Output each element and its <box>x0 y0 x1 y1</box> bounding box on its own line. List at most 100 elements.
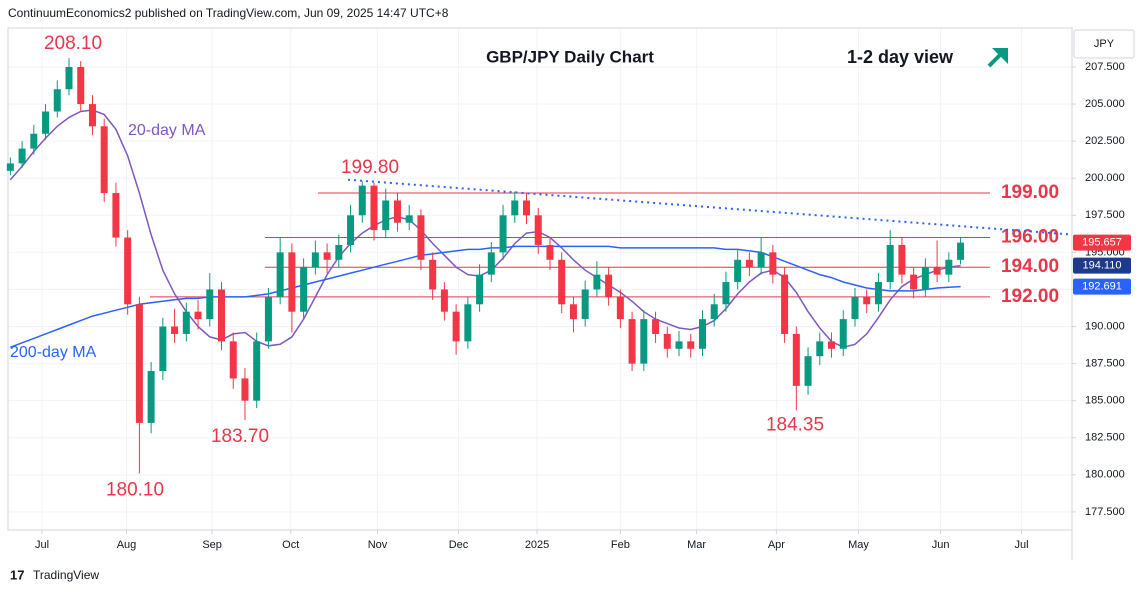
candle-body <box>828 341 836 349</box>
x-tick-label: Sep <box>202 539 222 551</box>
candle-body <box>605 274 613 297</box>
header: ContinuumEconomics2 published on Trading… <box>8 6 449 20</box>
candle-body <box>722 282 730 305</box>
candle-body <box>933 267 941 275</box>
candle-body <box>393 200 401 223</box>
candle-body <box>311 252 319 268</box>
x-tick-label: Jun <box>932 539 950 551</box>
candle-body <box>124 237 132 305</box>
x-tick-label: Feb <box>611 539 630 551</box>
trendline <box>347 178 1073 236</box>
candle-body <box>135 304 143 423</box>
candle-body <box>863 296 871 305</box>
candle-body <box>581 289 589 320</box>
x-tick-label: Jul <box>1015 539 1029 551</box>
candle-body <box>745 259 753 268</box>
level-label: 199.00 <box>1001 182 1059 203</box>
candle-body <box>112 193 120 238</box>
y-tick-label: 202.500 <box>1085 135 1125 147</box>
candle-body <box>276 252 284 297</box>
candle-body <box>663 333 671 349</box>
candle-body <box>42 111 50 134</box>
price-annotation: 208.10 <box>44 33 102 54</box>
currency-box <box>1073 29 1135 59</box>
footer: TradingView <box>33 568 99 582</box>
y-tick-label: 205.000 <box>1085 98 1125 110</box>
up-arrow-icon <box>987 48 1008 68</box>
candle-body <box>511 200 519 216</box>
candle-body <box>300 267 308 312</box>
candle-body <box>440 289 448 312</box>
candle-body <box>405 215 413 223</box>
series-label: 200-day MA <box>10 344 97 361</box>
candle-body <box>628 319 636 364</box>
y-tick-label: 182.500 <box>1085 432 1125 444</box>
candle-body <box>874 282 882 305</box>
price-badge-label: 192.691 <box>1082 281 1122 293</box>
price-badge <box>1073 278 1131 295</box>
plot-area: 199.00 196.00 194.00 192.00 20-day MA 200-day… <box>6 33 1073 500</box>
candle-body <box>886 244 894 283</box>
candle-body <box>851 296 859 320</box>
candle-body <box>347 215 355 245</box>
view-label: 1-2 day view <box>847 47 954 67</box>
candle-body <box>264 296 272 342</box>
candle-body <box>640 319 648 364</box>
price-badge <box>1073 234 1131 251</box>
candle-body <box>652 319 660 334</box>
candle-body <box>839 319 847 349</box>
moving-average-line <box>9 109 961 349</box>
price-annotation: 183.70 <box>211 426 269 447</box>
arrow-head <box>992 48 1008 64</box>
y-tick-label: 177.500 <box>1085 506 1125 518</box>
candle-body <box>335 244 343 260</box>
level-label: 192.00 <box>1001 286 1059 307</box>
candle-body <box>30 133 38 149</box>
candle-body <box>182 311 190 334</box>
series-label: 20-day MA <box>128 122 206 139</box>
x-tick-label: Oct <box>282 539 299 551</box>
candle-body <box>218 289 226 342</box>
candle-body <box>194 311 202 320</box>
price-badge-label: 195.657 <box>1082 237 1122 249</box>
candle-body <box>593 274 601 290</box>
candle-body <box>370 185 378 231</box>
candle-body <box>77 67 85 105</box>
candle-body <box>100 126 108 194</box>
candle-body <box>487 252 495 275</box>
candle-body <box>710 304 718 320</box>
candle-body <box>523 200 531 216</box>
candle-body <box>616 296 624 320</box>
candle-body <box>65 67 73 90</box>
y-tick-label: 207.500 <box>1085 61 1125 73</box>
tradingview-logo: 17 TradingView <box>10 567 99 582</box>
candle-body <box>499 215 507 253</box>
candle-body <box>898 244 906 275</box>
candle-body <box>910 274 918 290</box>
x-tick-label: 2025 <box>525 539 549 551</box>
candle-body <box>241 378 249 401</box>
candle-body <box>687 341 695 349</box>
candle-body <box>945 259 953 275</box>
candle-body <box>417 215 425 260</box>
candle-body <box>534 215 542 245</box>
candle-body <box>147 371 155 423</box>
x-tick-label: Jul <box>35 539 49 551</box>
candle-body <box>18 148 26 164</box>
level-label: 196.00 <box>1001 227 1059 248</box>
moving-average-line <box>10 245 961 349</box>
chart-title: GBP/JPY Daily Chart <box>486 47 654 66</box>
candle-body <box>675 341 683 349</box>
level-label: 194.00 <box>1001 256 1059 277</box>
candle-body <box>358 185 366 216</box>
y-tick-label: 197.500 <box>1085 209 1125 221</box>
x-tick-label: Apr <box>768 539 785 551</box>
candle-body <box>476 274 484 305</box>
candle-body <box>792 333 800 386</box>
x-tick-label: Nov <box>368 539 388 551</box>
x-tick-label: Mar <box>687 539 706 551</box>
candle-body <box>558 259 566 305</box>
price-badge <box>1073 257 1131 274</box>
